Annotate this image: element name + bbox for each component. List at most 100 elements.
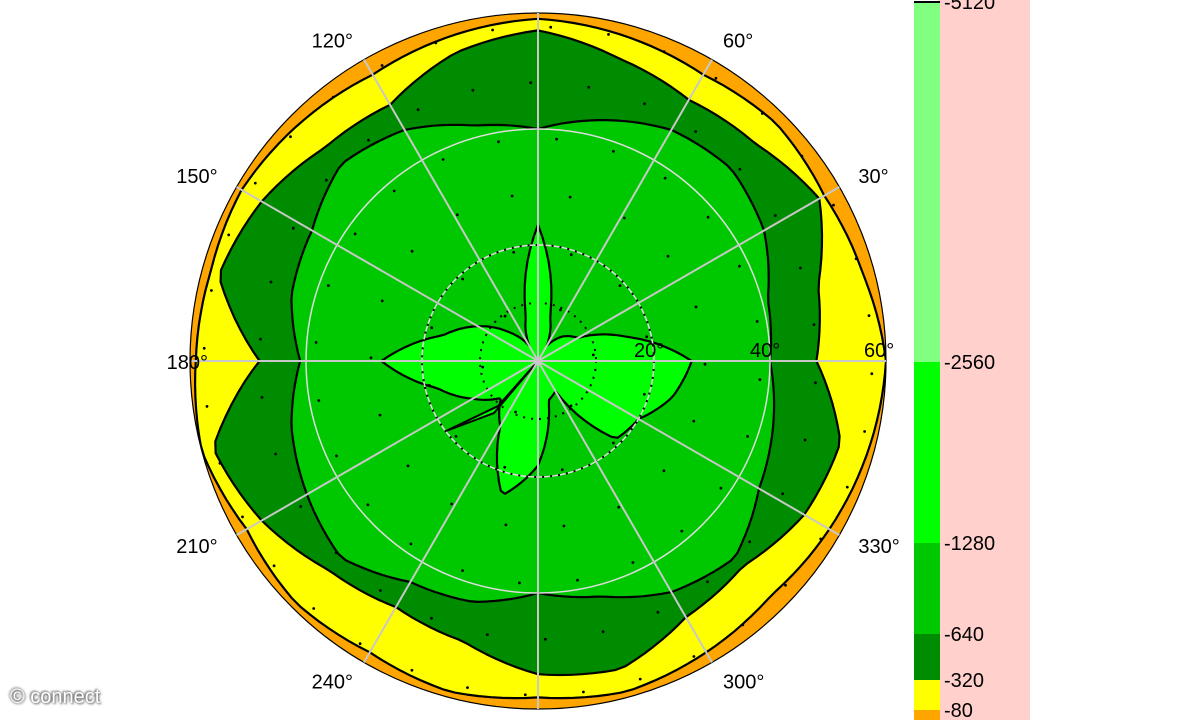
data-point [631,561,635,564]
data-point [441,158,445,161]
data-point [706,580,709,584]
polar-contour-chart: 90°60°30°60°330°300°270°240°210°180°150°… [167,0,900,710]
data-point [663,176,667,180]
data-point [523,693,527,697]
data-point [504,523,508,527]
angle-label: 180° [167,352,208,374]
data-point [466,686,469,689]
data-point [758,378,762,381]
data-point [812,323,816,326]
data-point [335,454,338,458]
colorbar-band [914,680,940,710]
data-point [358,642,362,646]
angle-label: 210° [176,536,217,558]
angle-label: 330° [858,536,899,558]
colorbar-band [914,2,940,362]
data-point [455,213,459,217]
data-point [202,346,206,350]
data-point [643,102,646,106]
data-point [378,413,382,417]
contour-regions [190,13,886,709]
data-point [741,623,745,627]
data-point [491,28,494,32]
colorbar-label: -1280 [944,533,995,555]
data-point [497,140,500,144]
measurement-points [202,25,874,697]
data-point [514,410,517,414]
colorbar-background [938,0,1030,720]
data-point [334,551,338,555]
data-point [800,154,804,158]
colorbar-label: -320 [944,670,984,692]
data-point [622,216,626,220]
polar-grid [189,12,887,710]
data-point [748,540,752,544]
angle-label: 90° [523,0,553,3]
colorbar-band [914,543,940,634]
data-point [601,630,605,634]
colorbar-band [914,710,940,720]
data-point [867,314,871,317]
data-point [253,181,257,185]
data-point [410,668,414,672]
data-point [512,250,516,254]
data-point [746,435,749,438]
angle-label: 60° [723,31,753,53]
data-point [617,505,621,509]
data-point [618,284,622,287]
data-point [450,502,454,506]
data-point [560,468,564,472]
data-point [569,404,573,408]
data-point [369,356,373,360]
data-point [471,88,475,92]
data-point [461,277,464,281]
data-point [430,616,433,620]
data-point [353,232,357,236]
data-point [591,353,595,357]
data-point [331,95,335,99]
data-point [367,138,370,142]
data-point [814,381,817,385]
data-point [870,372,874,376]
data-point [645,335,649,339]
angle-label: 150° [176,166,217,188]
data-point [799,266,802,270]
data-point [406,464,410,468]
data-point [706,215,710,219]
data-point [503,314,507,318]
angle-label: 300° [723,671,764,693]
data-point [241,515,244,519]
data-point [576,578,579,582]
spoke-line [537,186,840,362]
data-point [380,64,384,67]
data-point [784,583,787,587]
data-point [569,253,573,257]
spoke-line [363,360,539,663]
data-point [314,341,318,344]
spoke-line [363,59,539,362]
data-point [680,529,684,533]
angle-label: 60° [864,340,894,362]
colorbar-label: -2560 [944,352,995,374]
data-point [260,396,264,399]
spoke-line [537,360,713,663]
data-point [638,677,642,681]
colorbar-band [914,362,940,543]
data-point [427,383,431,387]
data-point [327,284,330,287]
colorbar-label: -640 [944,624,984,646]
data-point [694,130,697,133]
spoke-line [236,186,539,362]
data-point [481,365,485,369]
data-point [714,76,718,80]
data-point [607,33,610,36]
data-point [461,569,464,572]
data-point [612,441,615,445]
data-point [510,194,514,198]
data-point [568,195,572,199]
data-point [803,438,807,442]
data-point [291,226,295,230]
angle-labels: 90°60°30°60°330°300°270°240°210°180°150°… [167,0,900,693]
data-point [662,469,666,473]
data-point [662,50,666,54]
